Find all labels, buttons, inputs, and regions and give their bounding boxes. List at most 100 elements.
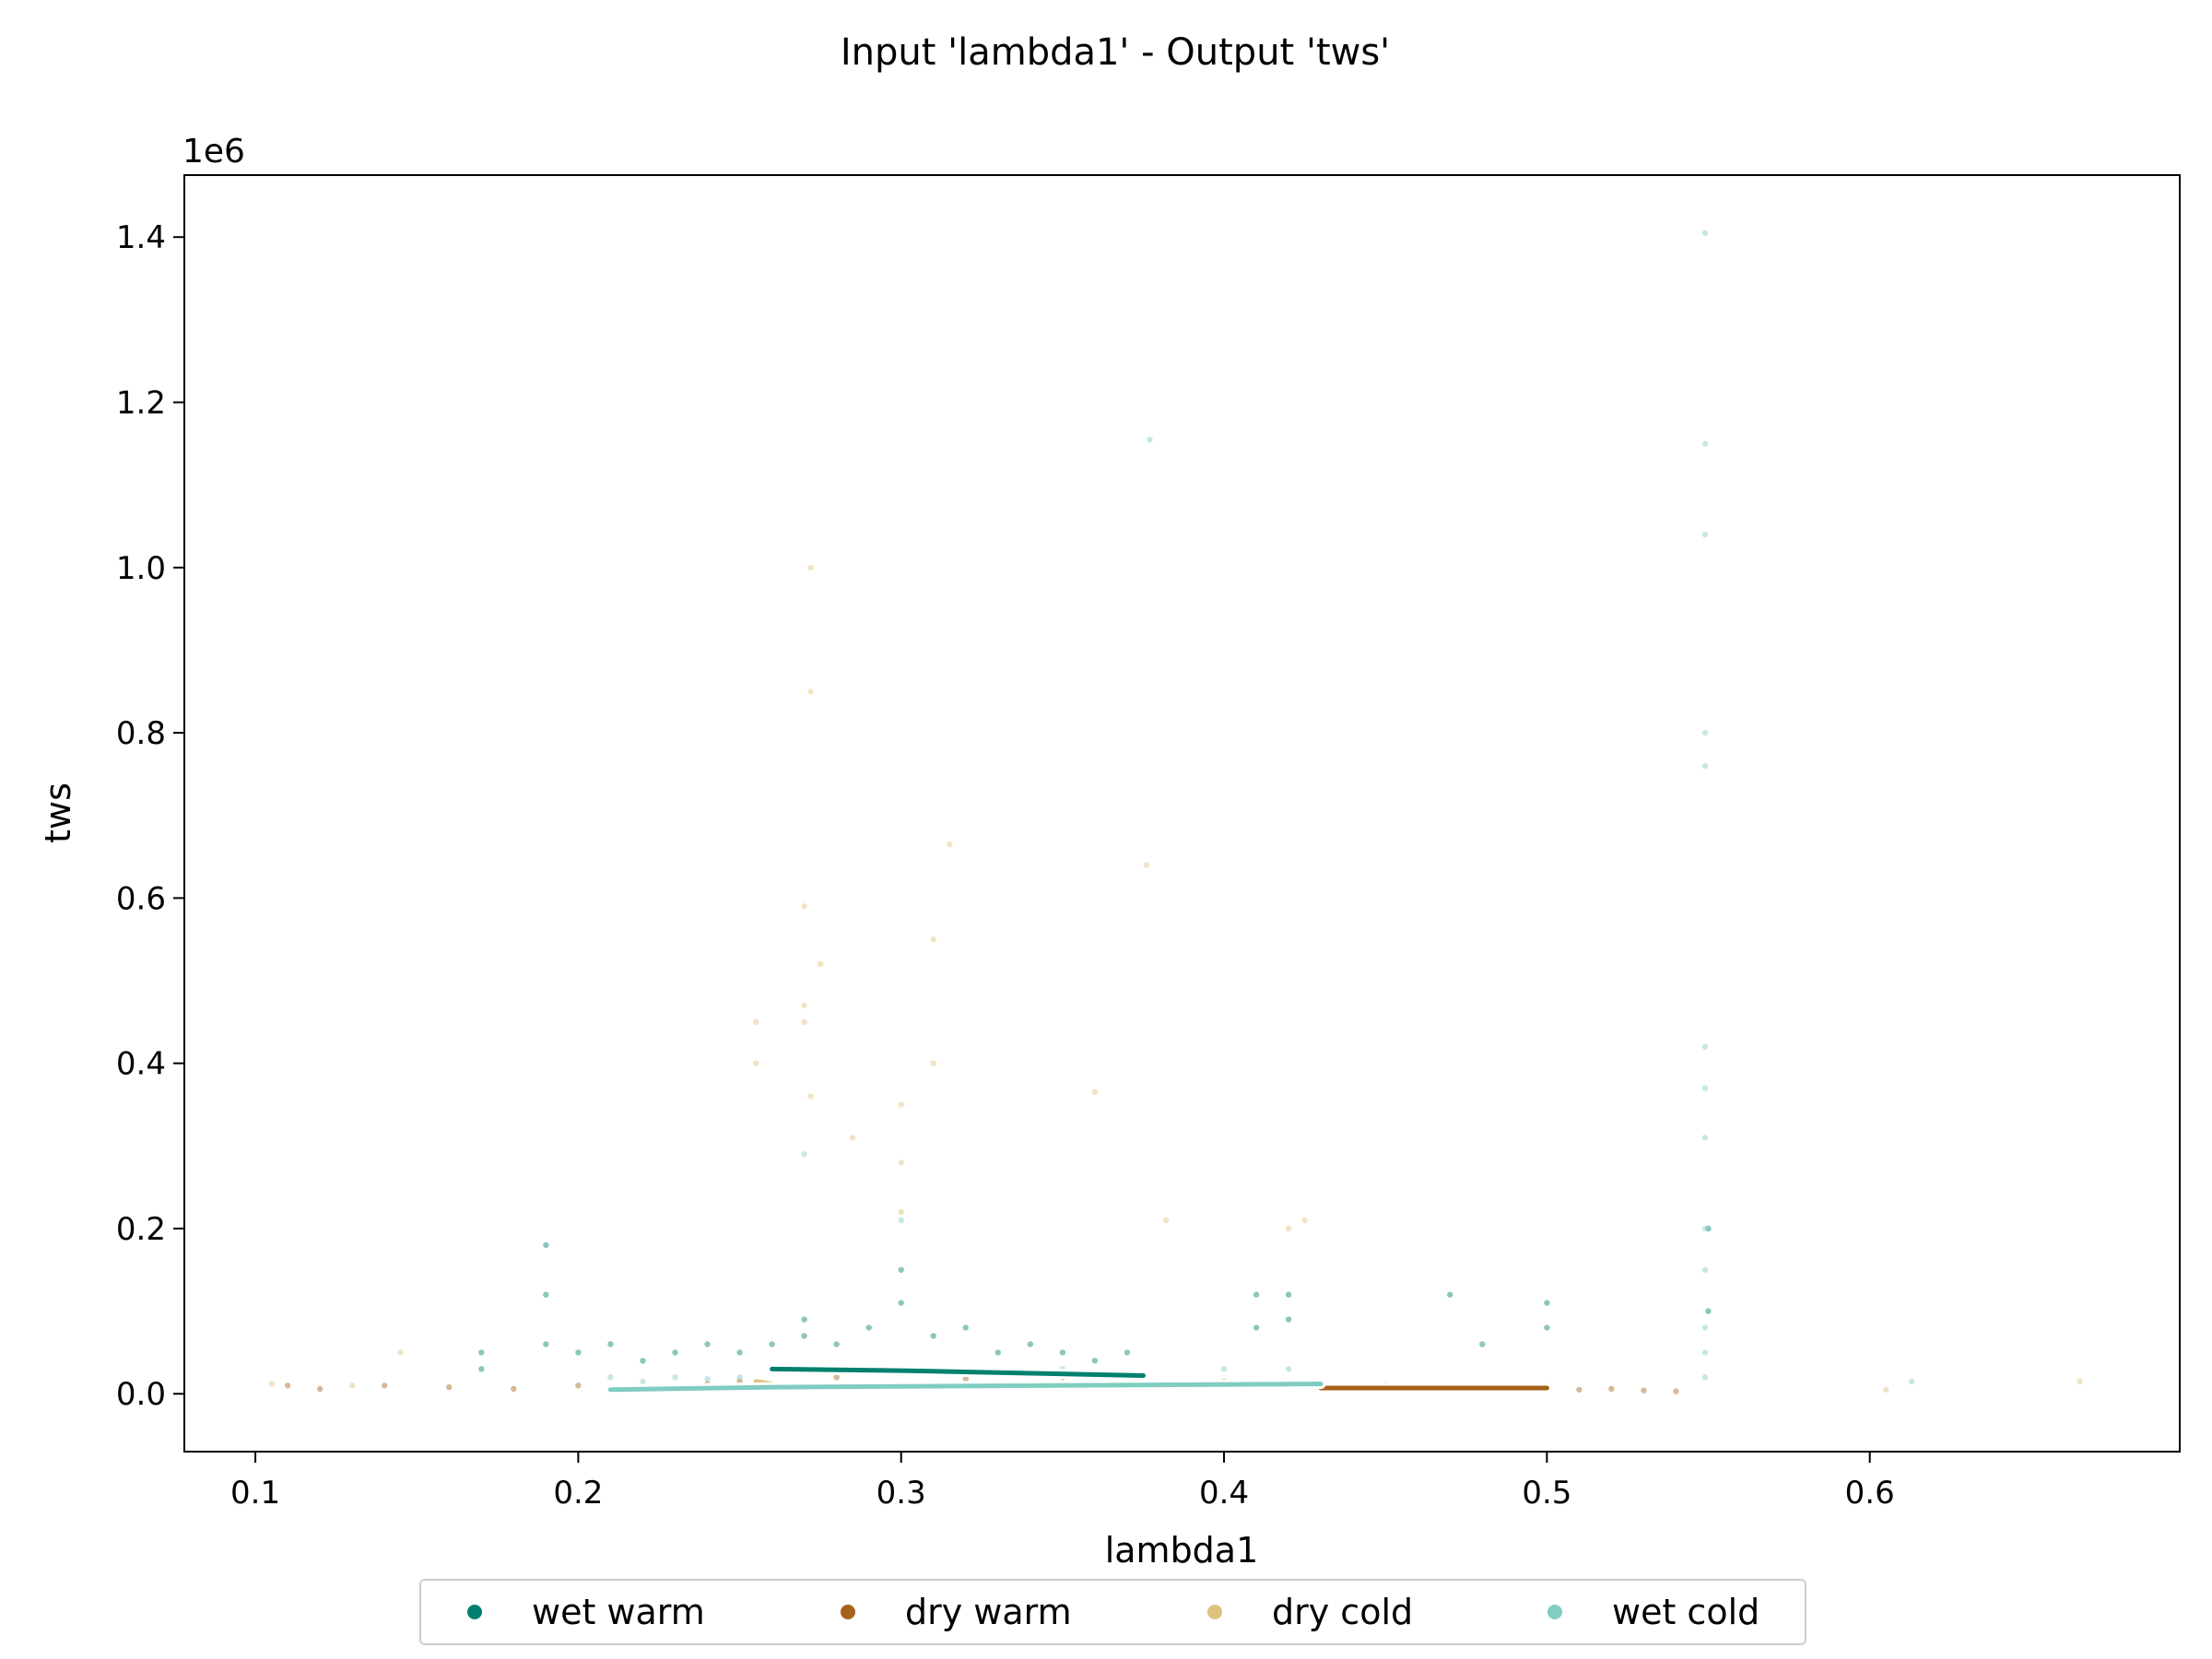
y-tick-label: 0.2: [116, 1211, 166, 1248]
point-wet-warm: [543, 1341, 549, 1347]
point-dry-cold: [1285, 1225, 1292, 1232]
legend-item-dry-cold: dry cold: [1207, 1581, 1413, 1643]
point-dry-cold: [947, 841, 953, 848]
x-axis-label: lambda1: [1105, 1530, 1259, 1571]
point-dry-cold: [752, 1018, 759, 1026]
point-dry-cold: [801, 1002, 807, 1009]
point-wet-warm: [575, 1349, 582, 1356]
point-dry-cold: [801, 903, 807, 910]
point-wet-warm: [607, 1341, 614, 1347]
scatter-points: [268, 229, 2083, 1394]
point-wet-warm: [1253, 1324, 1260, 1331]
y-tick-label: 0.4: [116, 1046, 166, 1083]
point-wet-warm: [736, 1349, 743, 1356]
point-dry-warm: [511, 1385, 517, 1393]
point-dry-warm: [1641, 1387, 1647, 1394]
point-wet-warm: [930, 1333, 936, 1339]
point-wet-cold: [1701, 441, 1709, 447]
legend-marker-wet-warm: [467, 1605, 482, 1619]
point-wet-warm: [769, 1341, 775, 1347]
point-dry-cold: [817, 960, 824, 968]
point-dry-cold: [1301, 1217, 1308, 1224]
point-wet-cold: [1701, 762, 1709, 770]
legend-marker-dry-warm: [841, 1605, 855, 1619]
y-axis-label: tws: [38, 782, 78, 843]
point-wet-warm: [833, 1341, 840, 1347]
point-wet-cold: [672, 1374, 678, 1381]
point-wet-cold: [1701, 1085, 1709, 1091]
point-wet-warm: [1544, 1300, 1550, 1306]
point-wet-cold: [1909, 1378, 1915, 1385]
point-wet-warm: [994, 1349, 1002, 1356]
point-wet-cold: [1701, 1324, 1709, 1331]
point-wet-warm: [1285, 1291, 1292, 1298]
point-dry-cold: [807, 564, 814, 571]
point-wet-warm: [1124, 1349, 1131, 1356]
x-tick-label: 0.3: [877, 1475, 926, 1512]
y-tick-label: 1.2: [116, 385, 166, 422]
point-wet-cold: [1285, 1366, 1292, 1372]
trend-lines: [605, 1363, 1552, 1395]
x-tick-label: 0.4: [1199, 1475, 1249, 1512]
x-tick-label: 0.1: [230, 1475, 280, 1512]
point-wet-warm: [1544, 1324, 1550, 1331]
point-wet-warm: [543, 1291, 549, 1298]
point-wet-cold: [1701, 229, 1709, 236]
point-dry-cold: [849, 1135, 856, 1141]
chart-title: Input 'lambda1' - Output 'tws': [841, 31, 1390, 74]
point-wet-warm: [672, 1349, 678, 1356]
x-tick-label: 0.2: [553, 1475, 603, 1512]
point-wet-warm: [865, 1324, 872, 1331]
chart: Input 'lambda1' - Output 'tws' 1e6 0.1 0.…: [38, 31, 2181, 1571]
point-wet-warm: [1027, 1341, 1034, 1347]
point-dry-warm: [382, 1382, 388, 1389]
point-wet-cold: [736, 1374, 743, 1381]
point-dry-warm: [1673, 1388, 1679, 1394]
point-wet-cold: [1701, 1266, 1709, 1273]
point-dry-cold: [2077, 1378, 2083, 1385]
point-wet-cold: [1220, 1366, 1228, 1372]
point-wet-warm: [1253, 1291, 1260, 1298]
trend-line-wet-warm: [770, 1366, 1146, 1378]
legend-item-wet-cold: wet cold: [1547, 1581, 1759, 1643]
point-dry-warm: [1608, 1385, 1615, 1393]
point-wet-cold: [1701, 729, 1709, 736]
point-wet-cold: [1701, 1043, 1709, 1050]
point-wet-cold: [1701, 1225, 1709, 1232]
legend: wet warm dry warm dry cold wet cold: [419, 1579, 1806, 1645]
point-wet-warm: [962, 1324, 969, 1331]
point-wet-warm: [640, 1358, 646, 1364]
x-tick-label: 0.6: [1845, 1475, 1895, 1512]
point-dry-warm: [575, 1382, 582, 1389]
point-dry-warm: [833, 1374, 840, 1381]
point-wet-warm: [898, 1266, 904, 1273]
point-wet-warm: [1059, 1349, 1066, 1356]
legend-marker-wet-cold: [1547, 1605, 1562, 1619]
point-wet-cold: [704, 1375, 711, 1382]
y-tick-label: 0.8: [116, 715, 166, 752]
point-wet-warm: [1705, 1308, 1712, 1314]
point-wet-warm: [1447, 1291, 1453, 1298]
y-axis-ticks: 0.0 0.2 0.4 0.6 0.8 1.0 1.2 1.4: [116, 219, 184, 1413]
point-wet-warm: [478, 1366, 485, 1372]
point-dry-cold: [898, 1101, 904, 1108]
point-wet-warm: [801, 1333, 807, 1339]
point-wet-cold: [1701, 1135, 1709, 1141]
point-dry-cold: [801, 1018, 807, 1026]
point-dry-cold: [752, 1060, 759, 1066]
legend-label-dry-cold: dry cold: [1272, 1592, 1414, 1632]
legend-label-wet-warm: wet warm: [532, 1592, 705, 1632]
point-wet-warm: [704, 1341, 711, 1347]
point-wet-cold: [1147, 436, 1153, 443]
legend-item-dry-warm: dry warm: [841, 1581, 1072, 1643]
point-dry-cold: [1143, 862, 1150, 868]
point-dry-cold: [930, 1060, 936, 1066]
point-wet-cold: [607, 1374, 614, 1381]
plot-area-frame: [183, 174, 2181, 1453]
point-wet-warm: [898, 1300, 904, 1306]
point-wet-cold: [1701, 1374, 1709, 1381]
point-wet-warm: [543, 1241, 549, 1249]
point-dry-cold: [1162, 1217, 1170, 1224]
point-dry-cold: [1091, 1088, 1099, 1096]
point-dry-warm: [284, 1382, 291, 1389]
